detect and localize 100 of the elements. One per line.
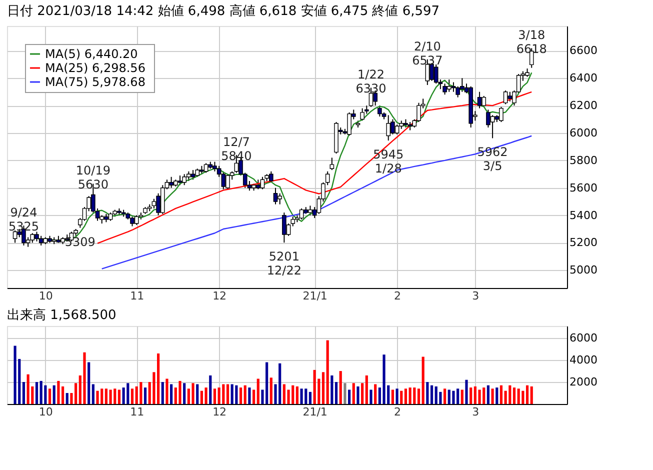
bar <box>526 385 529 404</box>
bar <box>391 390 394 404</box>
bar <box>57 380 60 404</box>
bar <box>48 388 52 404</box>
bar <box>512 388 516 404</box>
bar <box>96 390 99 404</box>
bar <box>235 385 238 404</box>
bar <box>460 390 464 404</box>
annotation: 12/7 5840 <box>221 134 252 163</box>
bar <box>408 388 412 404</box>
bar <box>443 388 446 404</box>
bar <box>183 383 186 404</box>
bar <box>170 384 173 404</box>
bar <box>178 380 182 404</box>
y-tick-label: 5800 <box>570 154 598 167</box>
bar <box>496 388 498 404</box>
bar <box>135 386 138 404</box>
candlestick <box>330 157 334 171</box>
bar <box>61 386 64 404</box>
bar <box>213 388 216 404</box>
x-tick-label: 11 <box>130 406 144 418</box>
bar <box>356 386 360 404</box>
bar <box>66 393 68 404</box>
bar <box>109 390 112 404</box>
y-tick-label: 5400 <box>570 208 598 222</box>
legend-label: MA(75) 5,978.68 <box>45 75 146 89</box>
candlestick <box>30 232 35 244</box>
bar <box>252 390 256 404</box>
bar <box>352 383 355 404</box>
chart-title: 日付 2021/03/18 14:42 始値 6,498 高値 6,618 安値 6,475 終値 6,597 <box>7 3 440 19</box>
bar <box>35 382 38 404</box>
annotation: 5962 3/5 <box>477 145 508 174</box>
bar <box>192 383 194 404</box>
candlestick <box>130 216 134 227</box>
bar <box>22 382 26 404</box>
bar <box>270 378 272 404</box>
bar <box>417 388 420 404</box>
candlestick <box>273 187 278 205</box>
x-tick-label: 2 <box>394 290 402 302</box>
candlestick <box>394 124 400 135</box>
bar <box>83 352 86 404</box>
y-tick-label: 6200 <box>570 99 598 112</box>
candlestick <box>278 192 282 205</box>
x-tick-label: 10 <box>38 406 53 418</box>
bar <box>396 388 398 404</box>
annotation: 5309 <box>64 234 96 249</box>
bar <box>334 382 338 404</box>
bar <box>161 382 164 404</box>
bar <box>382 354 386 404</box>
x-tick-label: 3 <box>472 290 480 302</box>
bar <box>413 388 416 404</box>
bar <box>222 384 225 404</box>
bar <box>465 380 468 404</box>
bar <box>322 372 325 404</box>
bar <box>14 346 16 404</box>
candlestick <box>503 90 508 105</box>
x-tick-label: 10 <box>38 290 53 302</box>
bar <box>248 388 251 404</box>
bar <box>130 388 134 404</box>
annotation: 9/24 5325 <box>8 206 39 234</box>
y-tick-label: 6400 <box>570 72 598 85</box>
annotation: 2/10 6537 <box>412 39 443 68</box>
bar <box>296 386 298 404</box>
bar <box>361 383 364 404</box>
bar <box>422 356 424 404</box>
bar <box>226 384 230 404</box>
bar <box>144 388 147 404</box>
annotation: 1/22 6330 <box>356 68 386 96</box>
bar <box>156 353 160 404</box>
y-tick-label: 6000 <box>570 332 598 345</box>
bar <box>452 390 455 404</box>
candlestick <box>178 175 182 186</box>
bar <box>344 383 346 404</box>
legend-label: MA(25) 6,298.56 <box>45 61 146 75</box>
candlestick <box>221 170 226 190</box>
y-tick-label: 5000 <box>570 264 598 277</box>
bar <box>339 371 342 404</box>
y-tick-label: 4000 <box>570 354 598 367</box>
candlestick <box>490 114 495 139</box>
bar <box>26 374 30 404</box>
bar <box>430 385 434 404</box>
candlestick <box>299 208 304 220</box>
bar <box>204 388 208 404</box>
x-tick-label: 2 <box>394 406 402 418</box>
candlestick <box>386 114 391 142</box>
y-tick-label: 2000 <box>570 376 598 389</box>
bar <box>365 375 368 404</box>
bar <box>92 384 94 404</box>
bar <box>218 388 220 404</box>
candlestick <box>256 179 260 190</box>
bar <box>508 385 512 404</box>
y-tick-label: 6000 <box>570 126 598 140</box>
candlestick <box>451 82 456 92</box>
bar <box>196 384 199 404</box>
bar <box>300 388 303 404</box>
annotation: 5201 12/22 <box>266 250 302 278</box>
bar <box>491 388 494 404</box>
x-tick-label: 3 <box>472 406 480 418</box>
bar <box>500 385 503 404</box>
candlestick <box>282 212 286 244</box>
